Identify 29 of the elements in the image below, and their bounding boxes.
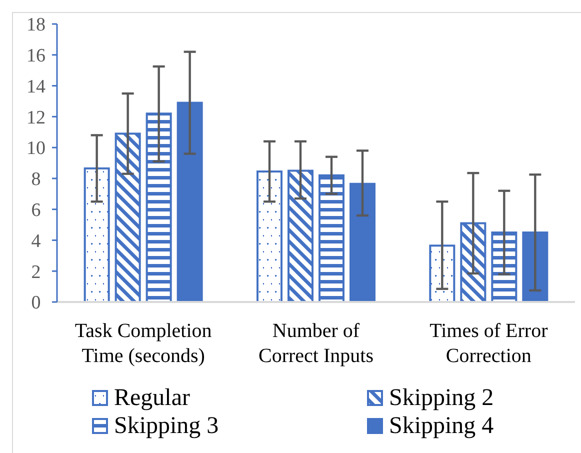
bar bbox=[84, 167, 110, 303]
bar bbox=[146, 112, 172, 303]
y-tick-label: 8 bbox=[31, 169, 41, 190]
y-tick-label: 18 bbox=[26, 14, 46, 36]
y-tick-label: 4 bbox=[31, 230, 42, 252]
bar bbox=[288, 170, 314, 303]
bar bbox=[256, 170, 282, 303]
bar bbox=[318, 174, 344, 303]
y-tick-label: 12 bbox=[26, 107, 46, 128]
bar bbox=[114, 132, 141, 303]
x-tick-label: Task Completion Time (seconds) bbox=[74, 320, 212, 367]
bar bbox=[460, 222, 486, 303]
bar bbox=[522, 232, 548, 303]
legend-label: Skipping 2 bbox=[389, 385, 494, 411]
y-tick-label: 14 bbox=[26, 76, 46, 98]
x-tick-label: Times of Error Correction bbox=[430, 320, 548, 367]
bar bbox=[176, 102, 203, 303]
bar bbox=[429, 244, 456, 303]
y-tick-label: 16 bbox=[26, 46, 46, 67]
legend-label: Skipping 3 bbox=[114, 413, 219, 439]
bar bbox=[350, 182, 376, 303]
y-tick-label: 10 bbox=[26, 138, 46, 160]
legend-label: Regular bbox=[114, 385, 190, 411]
y-tick-label: 0 bbox=[31, 292, 41, 314]
y-tick-label: 6 bbox=[31, 200, 41, 221]
y-tick-label: 2 bbox=[31, 262, 41, 283]
x-tick-label: Number of Correct Inputs bbox=[258, 320, 374, 367]
bar bbox=[491, 232, 518, 303]
legend-label: Skipping 4 bbox=[389, 413, 494, 439]
